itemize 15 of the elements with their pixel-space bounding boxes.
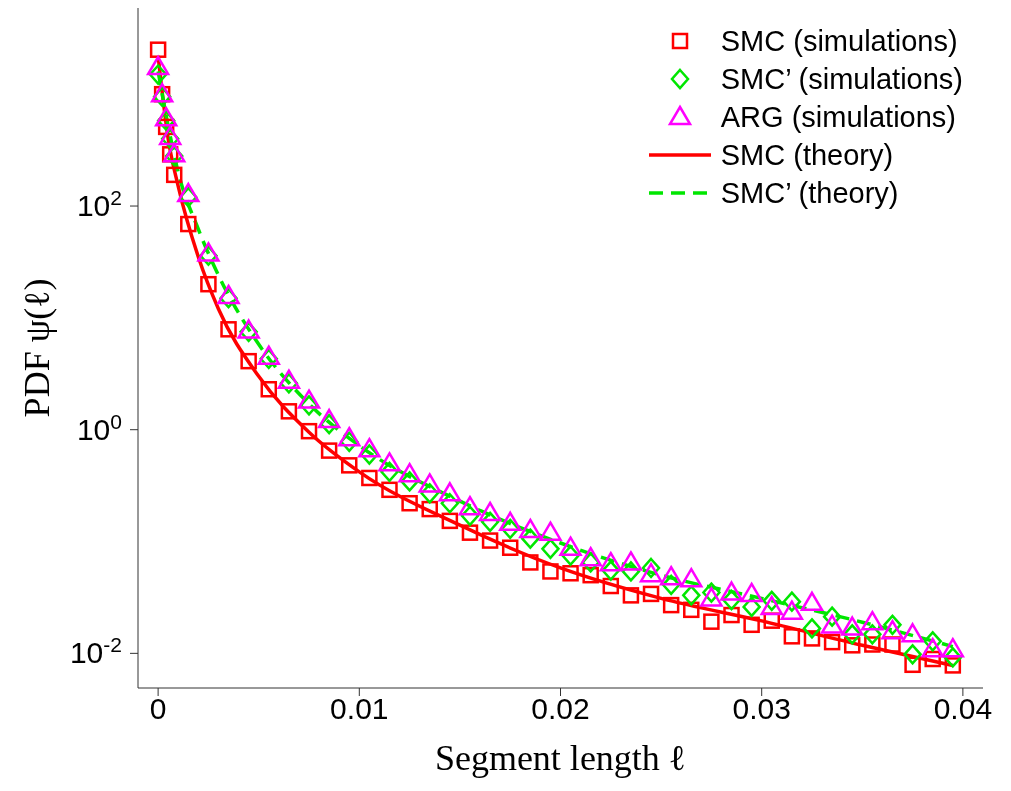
legend-label: ARG (simulations) bbox=[720, 100, 957, 134]
x-tick-label: 0 bbox=[149, 692, 167, 726]
y-axis-title: PDF ψ(ℓ) bbox=[16, 278, 57, 418]
legend-label: SMC (theory) bbox=[720, 138, 894, 172]
x-tick-label: 0.01 bbox=[330, 692, 389, 726]
legend-label: SMC (simulations) bbox=[720, 24, 958, 58]
y-tick-label: 10$^{-2}$ bbox=[69, 632, 122, 670]
x-axis-title: Segment length ℓ bbox=[434, 738, 687, 778]
x-tick-label: 0.04 bbox=[933, 692, 993, 726]
legend-label: SMC’ (theory) bbox=[720, 176, 899, 210]
y-tick-label: 10$^{0}$ bbox=[76, 409, 122, 446]
y-tick-label: 10$^{2}$ bbox=[76, 185, 122, 223]
x-tick-label: 0.02 bbox=[531, 692, 590, 726]
x-tick-label: 0.03 bbox=[732, 692, 791, 726]
legend-label: SMC’ (simulations) bbox=[720, 62, 963, 96]
